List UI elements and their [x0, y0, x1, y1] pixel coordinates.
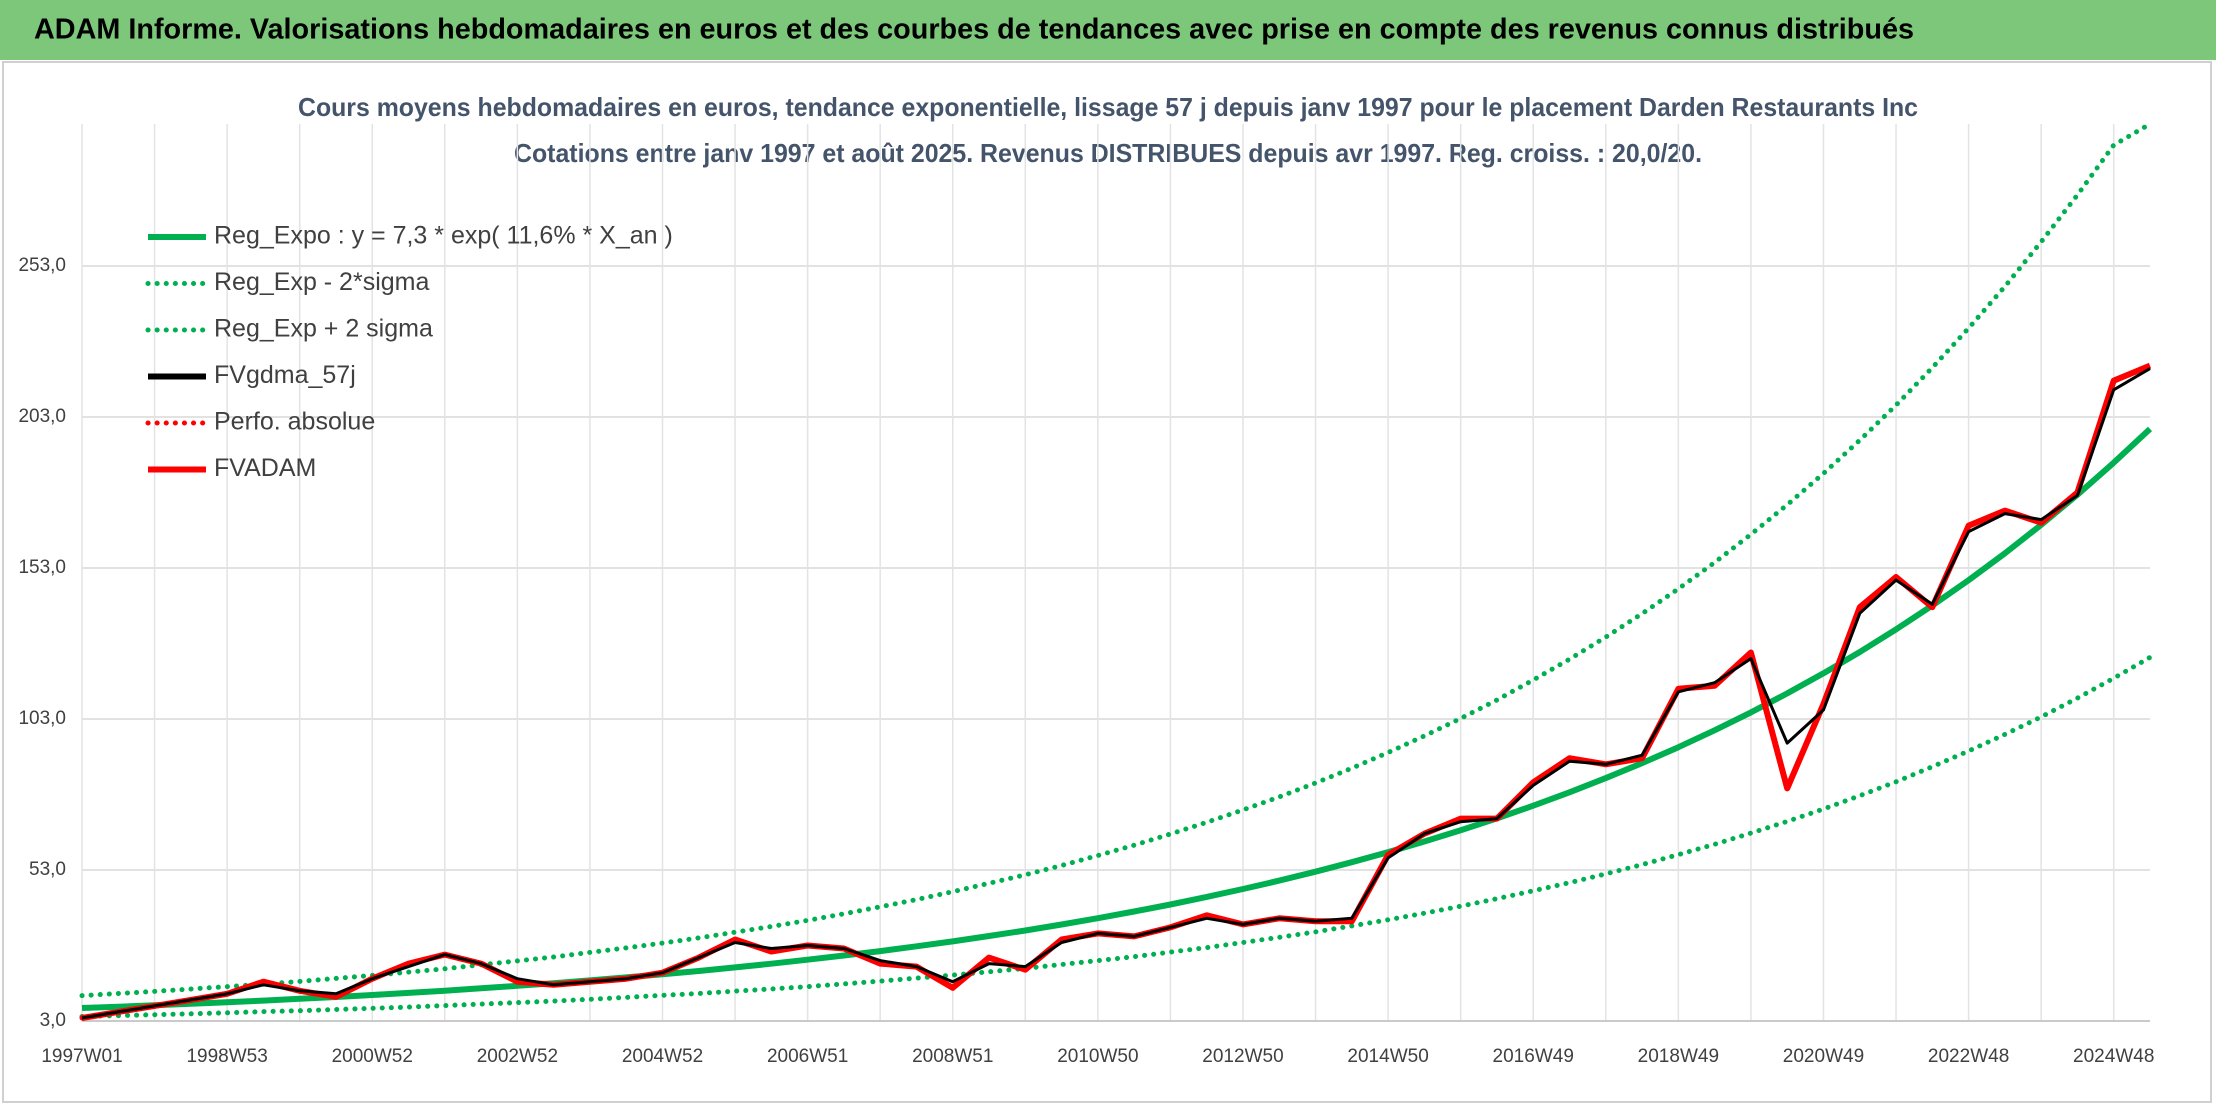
- legend-label: FVgdma_57j: [214, 361, 356, 389]
- header-bar: [0, 0, 2216, 60]
- x-tick-label: 2022W48: [1928, 1046, 2009, 1067]
- y-tick-label: 103,0: [18, 708, 66, 729]
- legend-label: Reg_Exp - 2*sigma: [214, 268, 429, 296]
- x-tick-label: 2012W50: [1202, 1046, 1283, 1067]
- x-tick-label: 1998W53: [186, 1046, 267, 1067]
- y-tick-label: 253,0: [18, 255, 66, 276]
- x-tick-label: 1997W01: [41, 1046, 122, 1067]
- x-tick-label: 2004W52: [622, 1046, 703, 1067]
- chart-title: Cours moyens hebdomadaires en euros, ten…: [298, 92, 1918, 122]
- legend-label: Perfo. absolue: [214, 408, 375, 436]
- legend-label: Reg_Expo : y = 7,3 * exp( 11,6% * X_an ): [214, 222, 673, 250]
- header-title: ADAM Informe. Valorisations hebdomadaire…: [34, 14, 1914, 46]
- x-tick-label: 2002W52: [477, 1046, 558, 1067]
- x-tick-label: 2010W50: [1057, 1046, 1138, 1067]
- y-tick-label: 3,0: [40, 1010, 66, 1031]
- plot-area: 3,0 53,0 103,0 153,0 203,0 253,0 1997W01 1998W5…: [18, 121, 2154, 1067]
- x-tick-label: 2000W52: [332, 1046, 413, 1067]
- y-tick-label: 203,0: [18, 406, 66, 427]
- x-tick-label: 2016W49: [1493, 1046, 1574, 1067]
- y-tick-label: 153,0: [18, 557, 66, 578]
- x-tick-label: 2014W50: [1347, 1046, 1428, 1067]
- series-line: [81, 367, 2151, 1020]
- series-line: [79, 121, 2153, 999]
- x-tick-label: 2018W49: [1638, 1046, 1719, 1067]
- series-line: [81, 426, 2153, 1011]
- legend-label: Reg_Exp + 2 sigma: [214, 315, 433, 343]
- series-line: [79, 654, 2153, 1019]
- chart-frame: [2, 61, 2212, 1103]
- x-tick-label: 2006W51: [767, 1046, 848, 1067]
- y-tick-label: 53,0: [29, 859, 66, 880]
- chart-subtitle: Cotations entre janv 1997 et août 2025. …: [514, 138, 1702, 168]
- x-tick-label: 2020W49: [1783, 1046, 1864, 1067]
- x-tick-label: 2024W48: [2073, 1046, 2154, 1067]
- x-tick-label: 2008W51: [912, 1046, 993, 1067]
- legend-label: FVADAM: [214, 454, 316, 482]
